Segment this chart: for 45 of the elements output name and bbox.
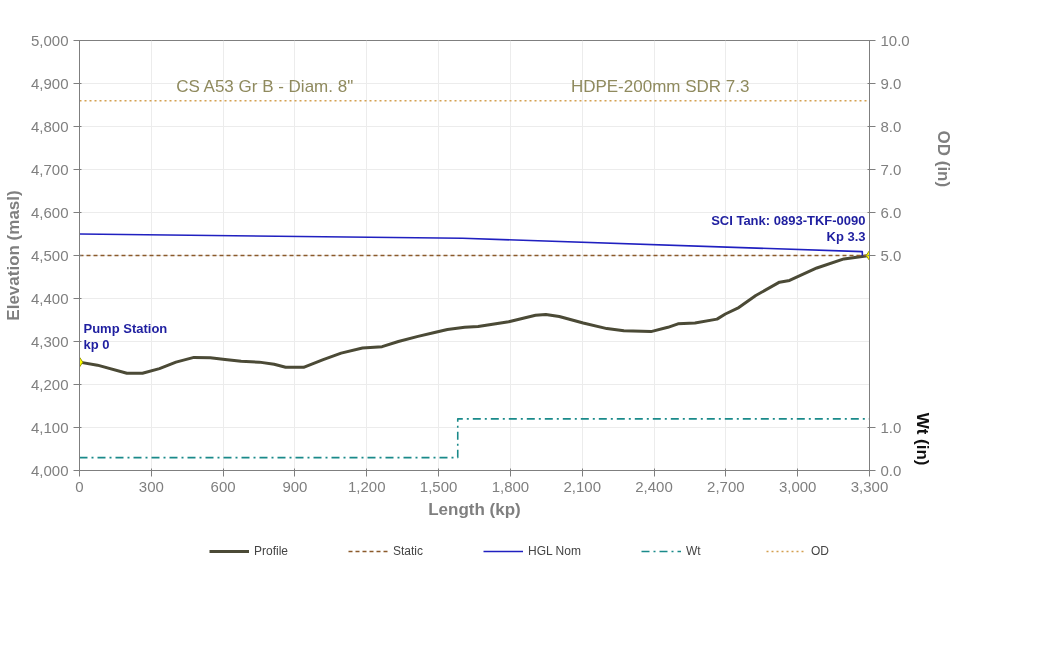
x-tick-label: 3,000 [778,477,817,495]
y2-tick-label: 7.0 [880,160,902,178]
x-tick-label: 2,700 [707,477,745,495]
y3-axis-title: Wt (in) [912,412,932,466]
annotation: SCI Tank: 0893-TKF-0090 Kp 3.3 [711,212,866,244]
line-series [79,233,864,257]
y-tick-label: 5,000 [30,31,69,49]
y3-tick-label: 1.0 [880,418,902,436]
annotation: Pump Station kp 0 [83,321,168,353]
y-tick-label: 4,300 [30,332,69,350]
y3-tick-label: 0.0 [880,461,902,479]
x-tick-label: 3,300 [850,477,889,495]
x-tick-label: 2,100 [563,477,602,495]
y-tick-label: 4,100 [30,418,69,436]
y2-tick-label: 10.0 [880,31,910,49]
y-axis-title: Elevation (masl) [3,190,23,321]
legend-label: Wt [685,544,702,558]
legend-label: Profile [254,544,289,558]
y-tick-label: 4,800 [30,117,69,135]
y-tick-label: 4,200 [30,375,69,393]
y-tick-label: 4,700 [30,160,69,178]
x-tick-label: 1,500 [419,477,458,495]
y2-axis-title: OD (in) [933,130,953,188]
x-tick-label: 0 [75,477,84,495]
y-tick-label: 4,900 [30,74,69,92]
y2-tick-label: 5.0 [880,246,902,264]
annotation: HDPE-200mm SDR 7.3 [570,77,750,97]
y2-tick-label: 8.0 [880,117,902,135]
x-tick-label: 1,800 [491,477,530,495]
x-tick-label: 600 [210,477,236,495]
legend-label: Static [393,544,424,558]
x-axis-title: Length (kp) [428,499,521,519]
annotation: CS A53 Gr B - Diam. 8" [176,77,354,97]
x-tick-label: 300 [138,477,164,495]
x-tick-label: 2,400 [635,477,673,495]
legend-label: HGL Nom [528,544,581,558]
y-tick-label: 4,600 [30,203,69,221]
x-tick-label: 900 [282,477,308,495]
x-tick-label: 1,200 [348,477,386,495]
y-tick-label: 4,400 [30,289,69,307]
y2-tick-label: 9.0 [880,74,902,92]
y-tick-label: 4,500 [30,246,69,264]
y2-tick-label: 6.0 [880,203,902,221]
legend-label: OD [810,544,830,558]
y-tick-label: 4,000 [30,461,69,479]
